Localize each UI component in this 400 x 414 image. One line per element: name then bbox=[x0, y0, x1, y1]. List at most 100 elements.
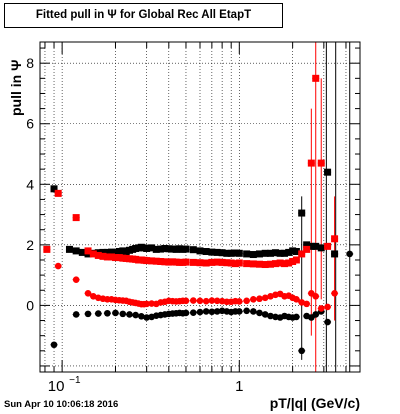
y-axis-label: pull in Ψ bbox=[8, 59, 24, 116]
data-point-circle bbox=[243, 297, 250, 305]
data-point-circle bbox=[54, 262, 62, 270]
data-point-square bbox=[281, 260, 289, 268]
data-point-square bbox=[165, 245, 173, 253]
data-point-circle bbox=[324, 303, 331, 311]
y-tick-label: 2 bbox=[26, 237, 34, 253]
data-point-square bbox=[231, 249, 239, 257]
data-point-square bbox=[255, 260, 263, 268]
data-point-square bbox=[267, 260, 275, 268]
data-point-square bbox=[307, 242, 315, 250]
data-point-square bbox=[108, 248, 116, 256]
data-point-square bbox=[312, 242, 320, 250]
data-point-square bbox=[157, 245, 165, 253]
data-point-circle bbox=[196, 308, 204, 316]
data-points bbox=[43, 74, 354, 355]
data-point-square bbox=[152, 257, 160, 265]
data-point-square bbox=[148, 257, 156, 265]
data-point-circle bbox=[312, 311, 320, 318]
data-point-square bbox=[331, 235, 339, 243]
data-point-circle bbox=[126, 311, 133, 318]
data-point-square bbox=[243, 250, 251, 258]
data-point-circle bbox=[72, 276, 80, 283]
data-point-square bbox=[169, 258, 177, 266]
data-point-square bbox=[243, 260, 251, 268]
data-point-square bbox=[165, 258, 173, 266]
data-point-square bbox=[324, 242, 332, 250]
data-point-square bbox=[157, 257, 165, 265]
data-point-circle bbox=[312, 293, 320, 300]
data-point-square bbox=[103, 248, 111, 256]
data-point-circle bbox=[256, 295, 263, 303]
data-point-circle bbox=[143, 314, 150, 321]
data-point-circle bbox=[190, 297, 197, 304]
data-point-square bbox=[235, 249, 243, 257]
data-point-circle bbox=[261, 311, 269, 318]
data-point-square bbox=[298, 250, 306, 258]
data-point-square bbox=[108, 253, 116, 261]
data-point-circle bbox=[143, 300, 150, 308]
data-point-circle bbox=[138, 312, 145, 320]
data-point-circle bbox=[213, 308, 221, 315]
timestamp-footer: Sun Apr 10 10:06:18 2016 bbox=[4, 399, 119, 410]
data-point-circle bbox=[317, 305, 325, 312]
data-point-square bbox=[111, 254, 119, 262]
data-point-square bbox=[161, 258, 169, 266]
y-tick-label: 6 bbox=[26, 116, 34, 132]
data-point-square bbox=[72, 214, 80, 222]
data-point-square bbox=[285, 259, 293, 267]
data-point-square bbox=[249, 260, 257, 268]
data-point-square bbox=[111, 248, 119, 256]
data-point-square bbox=[281, 249, 289, 257]
data-point-square bbox=[182, 245, 190, 253]
data-point-square bbox=[289, 257, 297, 265]
data-point-circle bbox=[261, 294, 269, 302]
data-point-square bbox=[271, 260, 279, 268]
data-point-square bbox=[84, 247, 92, 255]
data-point-square bbox=[261, 249, 269, 257]
data-point-square bbox=[218, 249, 226, 257]
data-point-circle bbox=[267, 312, 274, 320]
data-point-square bbox=[182, 258, 190, 266]
data-point-square bbox=[72, 247, 80, 255]
data-point-square bbox=[94, 251, 102, 259]
data-point-circle bbox=[346, 250, 354, 258]
data-point-square bbox=[324, 168, 332, 176]
data-point-circle bbox=[182, 297, 190, 305]
data-point-circle bbox=[303, 300, 310, 308]
data-point-circle bbox=[236, 298, 243, 305]
data-point-circle bbox=[196, 297, 204, 305]
data-point-circle bbox=[331, 289, 338, 297]
data-point-circle bbox=[250, 308, 257, 315]
data-point-circle bbox=[94, 310, 102, 317]
data-point-square bbox=[115, 248, 123, 256]
x-tick-label: 10 bbox=[48, 378, 65, 395]
data-point-circle bbox=[84, 289, 92, 297]
x-tick-label: 1 bbox=[235, 378, 243, 395]
data-point-square bbox=[65, 245, 73, 253]
data-point-circle bbox=[208, 297, 216, 304]
data-point-square bbox=[223, 259, 231, 267]
data-point-square bbox=[99, 252, 107, 260]
data-point-square bbox=[152, 245, 160, 253]
data-point-square bbox=[202, 248, 210, 256]
data-point-square bbox=[213, 258, 221, 266]
data-point-circle bbox=[104, 309, 111, 317]
data-point-square bbox=[196, 247, 204, 255]
data-point-square bbox=[169, 245, 177, 253]
data-point-circle bbox=[50, 341, 58, 349]
data-point-square bbox=[196, 259, 204, 267]
data-point-square bbox=[99, 248, 107, 256]
data-point-square bbox=[267, 249, 275, 257]
data-point-circle bbox=[243, 307, 250, 315]
data-point-square bbox=[115, 254, 123, 262]
data-point-square bbox=[276, 249, 284, 257]
data-point-circle bbox=[256, 309, 263, 317]
data-point-square bbox=[317, 244, 325, 252]
error-bars bbox=[301, 42, 351, 372]
data-point-square bbox=[143, 244, 151, 252]
data-point-square bbox=[317, 159, 325, 167]
data-point-square bbox=[312, 74, 320, 82]
data-point-square bbox=[227, 259, 235, 267]
data-point-square bbox=[235, 259, 243, 267]
data-point-square bbox=[143, 257, 151, 265]
